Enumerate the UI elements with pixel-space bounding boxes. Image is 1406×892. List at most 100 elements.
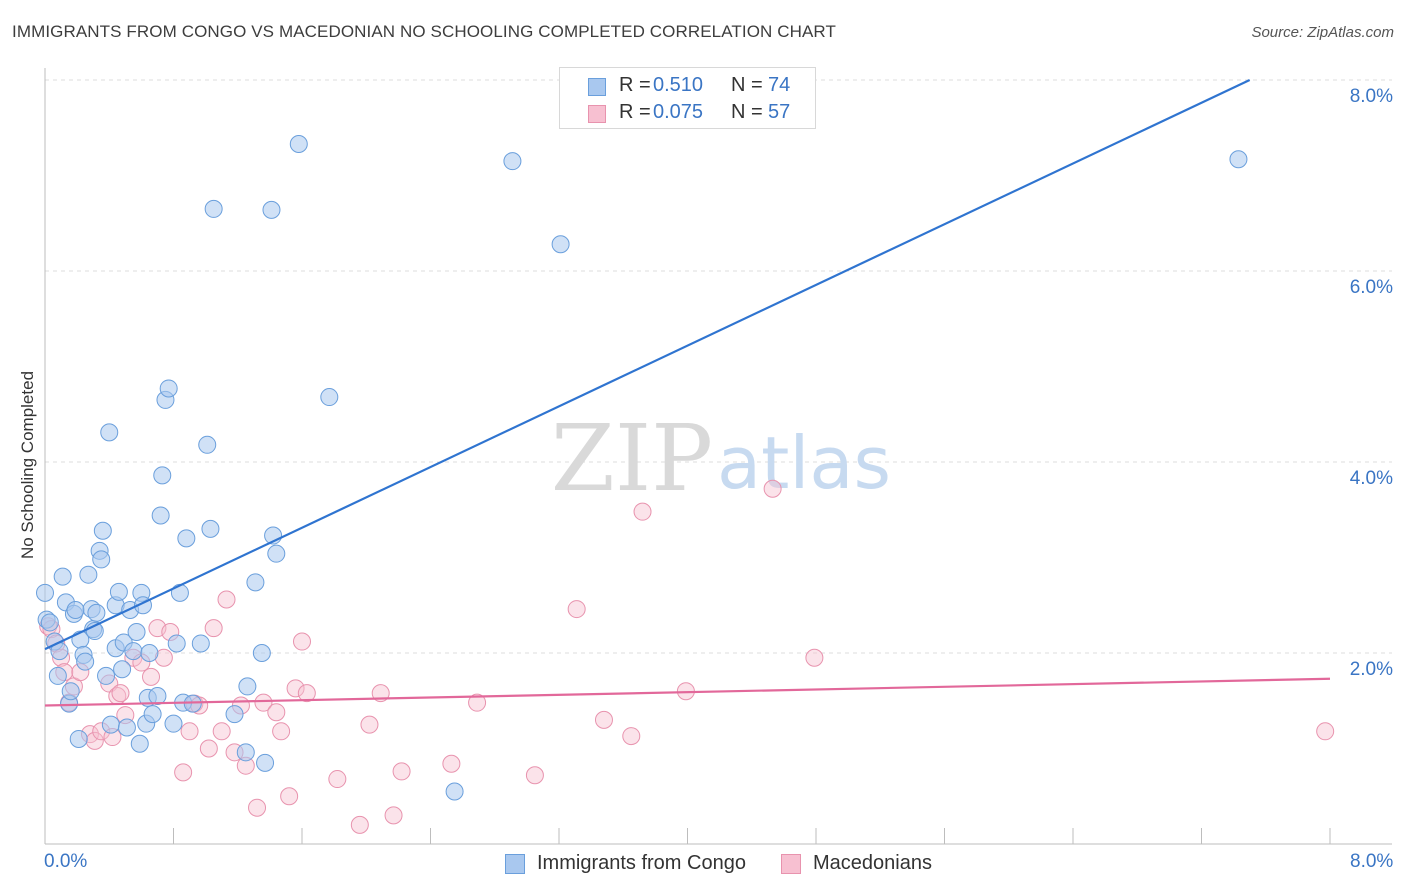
watermark-zip: ZIP [551, 405, 713, 512]
congo-points [36, 134, 1248, 801]
congo-point [140, 644, 159, 662]
congo-point [40, 613, 59, 632]
congo-point [201, 519, 220, 538]
congo-point [117, 718, 136, 737]
stats-row-macedonians: R = 0.075 N = 57 [560, 101, 815, 127]
macedonians-point [594, 710, 613, 729]
congo-point [66, 601, 85, 620]
macedonians-point [1316, 722, 1335, 741]
legend-item-macedonians[interactable]: Macedonians [781, 852, 941, 876]
y-axis-label-wrap: No Schooling Completed [8, 371, 48, 559]
n-label: N = [731, 74, 763, 96]
macedonians-point [384, 806, 403, 825]
congo-point [170, 583, 189, 602]
legend-item-congo[interactable]: Immigrants from Congo [505, 852, 755, 876]
n-value: 57 [768, 101, 791, 123]
macedonians-point [272, 722, 291, 741]
macedonians-point [111, 684, 130, 703]
congo-point [36, 583, 54, 602]
congo-point [48, 666, 67, 685]
congo-point [191, 634, 210, 653]
congo-swatch [588, 78, 606, 96]
congo-point [127, 622, 146, 641]
congo-point [97, 666, 116, 685]
congo-point [503, 152, 522, 171]
congo-point [236, 743, 255, 762]
r-label: R = [619, 101, 651, 123]
macedonians-point [280, 787, 299, 806]
congo-point [79, 565, 98, 584]
congo-point [238, 677, 257, 696]
congo-point [246, 573, 265, 592]
macedonians-point [633, 502, 652, 521]
congo-point [53, 567, 72, 586]
macedonians-point [525, 766, 544, 785]
axes [44, 68, 1392, 845]
congo-point [551, 235, 570, 254]
macedonians-point [142, 667, 161, 686]
stats-row-congo: R = 0.510 N = 74 [560, 74, 815, 100]
macedonians-point [293, 632, 311, 651]
congo-point [61, 682, 80, 701]
n-value: 74 [768, 74, 791, 96]
macedonians-point [567, 600, 586, 619]
congo-point [198, 435, 217, 454]
macedonians-point [392, 762, 411, 781]
congo-point [130, 734, 149, 753]
congo-point [101, 715, 120, 734]
macedonians-point [254, 693, 273, 712]
congo-point [1229, 150, 1248, 169]
macedonians-point [217, 590, 236, 609]
congo-point [124, 642, 143, 661]
macedonians-legend-swatch [781, 854, 801, 874]
congo-trend-line [44, 79, 1251, 651]
congo-point [159, 379, 178, 398]
congo-point [143, 705, 162, 724]
congo-point [76, 652, 95, 671]
n-label: N = [731, 101, 763, 123]
legend-label-macedonians: Macedonians [813, 852, 932, 874]
congo-point [225, 705, 244, 724]
congo-point [69, 729, 88, 748]
legend-label-congo: Immigrants from Congo [537, 852, 746, 874]
congo-legend-swatch [505, 854, 525, 874]
y-tick-label-8: 8.0% [1349, 86, 1393, 107]
congo-point [320, 388, 339, 407]
y-tick-label-4: 4.0% [1349, 468, 1393, 489]
macedonians-point [180, 722, 199, 741]
macedonians-point [763, 479, 782, 498]
congo-point [445, 782, 464, 801]
y-tick-label-6: 6.0% [1349, 277, 1393, 298]
macedonians-point [805, 648, 824, 667]
congo-point [167, 634, 186, 653]
macedonians-point [622, 727, 641, 746]
macedonians-point [204, 619, 223, 638]
congo-point [289, 134, 308, 153]
trend-lines [44, 79, 1331, 707]
y-tick-label-2: 2.0% [1349, 659, 1393, 680]
grid-lines [45, 79, 1392, 654]
congo-point [204, 199, 223, 218]
congo-point [113, 660, 132, 679]
congo-point [148, 686, 167, 705]
x-tick-label-8: 8.0% [1350, 851, 1394, 872]
y-axis-label: No Schooling Completed [18, 370, 37, 560]
macedonians-point [328, 770, 347, 789]
congo-point [93, 521, 112, 540]
macedonians-point [350, 815, 369, 834]
congo-point [92, 550, 111, 569]
source-credit: Source: ZipAtlas.com [1251, 24, 1394, 41]
watermark-atlas: atlas [717, 421, 891, 505]
macedonians-point [286, 679, 305, 698]
macedonians-point [360, 715, 379, 734]
congo-point [87, 603, 106, 622]
macedonians-point [267, 703, 286, 722]
congo-point [164, 714, 183, 733]
macedonians-point [248, 798, 267, 817]
congo-point [252, 644, 271, 662]
congo-point [177, 529, 196, 548]
macedonians-point [174, 763, 193, 782]
congo-point [100, 423, 119, 442]
chart-title: IMMIGRANTS FROM CONGO VS MACEDONIAN NO S… [12, 22, 836, 41]
